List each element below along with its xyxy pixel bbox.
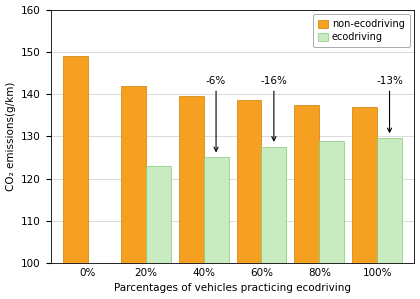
Bar xyxy=(352,107,377,263)
Bar xyxy=(236,100,261,263)
Legend: non-ecodriving, ecodriving: non-ecodriving, ecodriving xyxy=(313,14,410,47)
Bar xyxy=(204,157,228,263)
Bar xyxy=(63,56,88,263)
Text: -16%: -16% xyxy=(260,76,287,141)
X-axis label: Parcentages of vehicles practicing ecodriving: Parcentages of vehicles practicing ecodr… xyxy=(114,283,351,293)
Bar xyxy=(178,96,204,263)
Bar xyxy=(294,105,319,263)
Bar xyxy=(261,147,286,263)
Bar xyxy=(319,141,344,263)
Bar xyxy=(377,138,402,263)
Text: -13%: -13% xyxy=(376,76,403,132)
Y-axis label: CO₂ emissions(g/km): CO₂ emissions(g/km) xyxy=(5,82,16,191)
Bar xyxy=(146,166,171,263)
Bar xyxy=(121,86,146,263)
Text: -6%: -6% xyxy=(206,76,226,151)
